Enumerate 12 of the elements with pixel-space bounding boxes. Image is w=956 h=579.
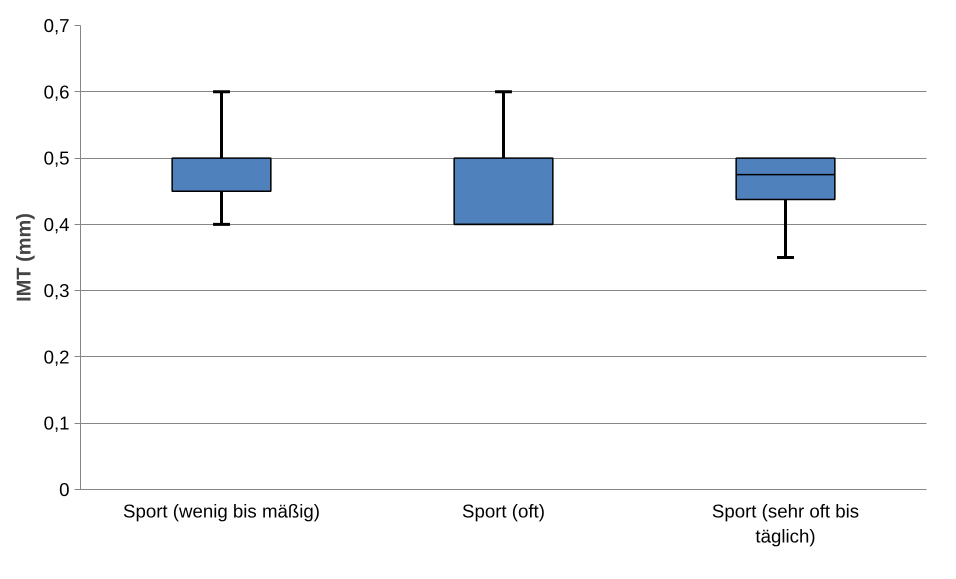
x-tick-label: Sport (wenig bis mäßig) [123, 500, 320, 522]
y-tick-label: 0,3 [44, 280, 70, 302]
x-tick-label: Sport (oft) [462, 500, 545, 522]
y-tick-label: 0,6 [44, 81, 70, 102]
y-tick-label: 0,5 [44, 148, 70, 169]
y-tick-label: 0,4 [44, 214, 70, 235]
y-tick-label: 0 [59, 479, 70, 500]
y-axis-title: IMT (mm) [14, 213, 36, 302]
x-tick-label: Sport (sehr oft bis täglich) [712, 500, 860, 547]
y-tick-label: 0,2 [44, 346, 70, 368]
y-tick-label: 0,7 [44, 15, 70, 36]
y-tick-label: 0,1 [44, 412, 70, 434]
